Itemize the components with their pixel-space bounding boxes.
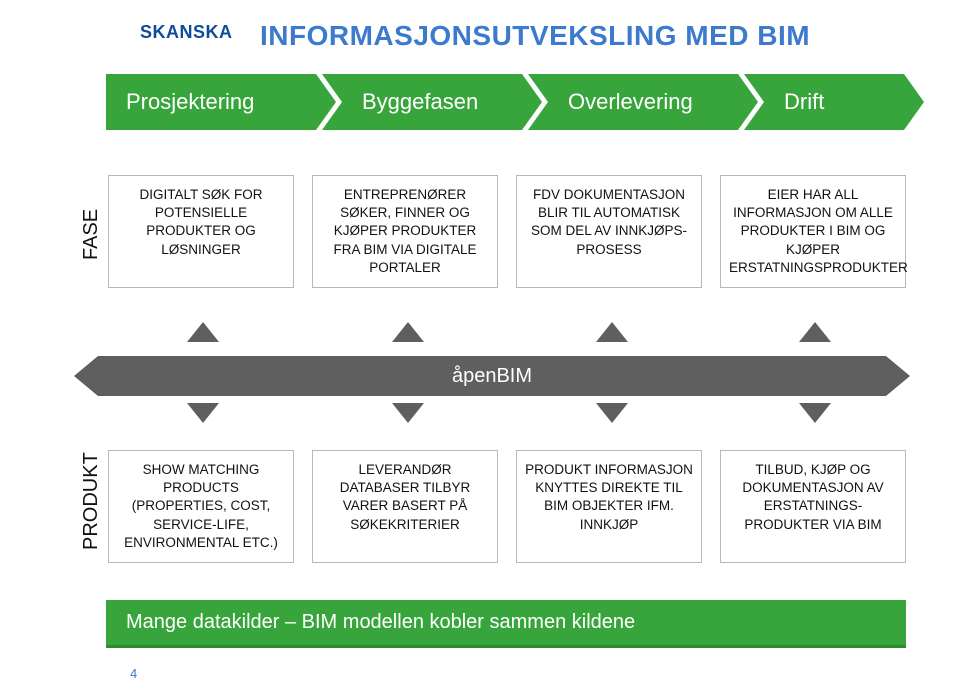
openbim-label: åpenBIM: [452, 365, 532, 388]
vertical-label-produkt: PRODUKT: [80, 452, 103, 550]
footer-green-bar: Mange datakilder – BIM modellen kobler s…: [106, 600, 906, 648]
fase-box-1: ENTREPRENØRER SØKER, FINNER OG KJØPER PR…: [312, 175, 498, 288]
arrow-up-0: [185, 322, 221, 346]
page-number: 4: [130, 666, 137, 681]
fase-box-2: FDV DOKUMENTASJON BLIR TIL AUTOMATISK SO…: [516, 175, 702, 288]
arrow-down-2: [594, 403, 630, 423]
chevron-phase-0: Prosjektering: [106, 74, 316, 130]
arrow-down-3: [797, 403, 833, 423]
produkt-box-row: SHOW MATCHING PRODUCTS (PROPERTIES, COST…: [108, 450, 906, 563]
arrow-up-1: [390, 322, 426, 346]
produkt-box-0: SHOW MATCHING PRODUCTS (PROPERTIES, COST…: [108, 450, 294, 563]
vertical-label-fase: FASE: [80, 209, 103, 260]
chevron-label: Overlevering: [568, 89, 693, 115]
produkt-box-1: LEVERANDØR DATABASER TILBYR VARER BASERT…: [312, 450, 498, 563]
chevron-phase-1: Byggefasen: [322, 74, 522, 130]
fase-box-0: DIGITALT SØK FOR POTENSIELLE PRODUKTER O…: [108, 175, 294, 288]
fase-box-row: DIGITALT SØK FOR POTENSIELLE PRODUKTER O…: [108, 175, 906, 288]
brand-logo: SKANSKA: [140, 22, 233, 43]
page-title: INFORMASJONSUTVEKSLING MED BIM: [260, 20, 810, 52]
produkt-box-3: TILBUD, KJØP OG DOKUMENTASJON AV ERSTATN…: [720, 450, 906, 563]
chevron-phase-3: Drift: [744, 74, 904, 130]
arrow-down-0: [185, 403, 221, 423]
openbim-bar: åpenBIM: [74, 356, 910, 396]
produkt-box-2: PRODUKT INFORMASJON KNYTTES DIREKTE TIL …: [516, 450, 702, 563]
arrow-down-1: [390, 403, 426, 423]
arrow-up-2: [594, 322, 630, 346]
chevron-label: Byggefasen: [362, 89, 478, 115]
fase-box-3: EIER HAR ALL INFORMASJON OM ALLE PRODUKT…: [720, 175, 906, 288]
footer-text: Mange datakilder – BIM modellen kobler s…: [126, 611, 635, 634]
chevron-phase-2: Overlevering: [528, 74, 738, 130]
chevron-label: Drift: [784, 89, 824, 115]
arrow-up-3: [797, 322, 833, 346]
chevron-label: Prosjektering: [126, 89, 254, 115]
phase-chevron-row: Prosjektering Byggefasen Overlevering Dr…: [106, 74, 910, 130]
